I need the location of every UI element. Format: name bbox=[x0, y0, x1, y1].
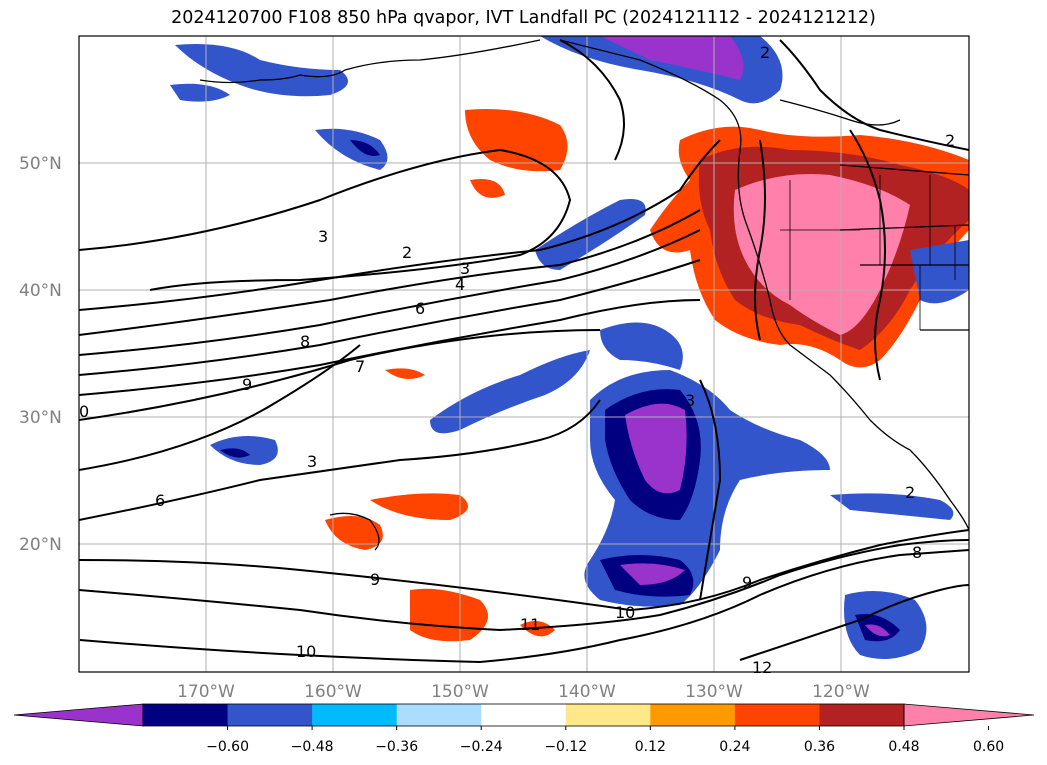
lon-label-150: 150°W bbox=[431, 682, 489, 702]
lon-label-130: 130°W bbox=[685, 682, 743, 702]
contour-label: 9 bbox=[370, 570, 380, 589]
colorbar-extend-over bbox=[903, 703, 1035, 727]
shaded-fields bbox=[170, 36, 969, 659]
lat-label-50: 50°N bbox=[19, 154, 62, 174]
colorbar-tick-label: −0.48 bbox=[291, 739, 334, 755]
contour-label: 0 bbox=[79, 402, 89, 421]
positive-patch-small bbox=[385, 368, 425, 379]
colorbar-tick-label: 0.12 bbox=[635, 739, 666, 755]
colorbar-segment bbox=[734, 704, 820, 726]
ivt-contours bbox=[79, 39, 969, 664]
colorbar: −0.60 −0.48 −0.36 −0.24 −0.12 0.12 0.24 0.36 0.4… bbox=[13, 703, 1035, 755]
state-borders bbox=[780, 175, 956, 330]
lon-label-170: 170°W bbox=[177, 682, 235, 702]
extreme-negative-south bbox=[620, 563, 685, 585]
colorbar-tick-label: 0.36 bbox=[804, 739, 835, 755]
colorbar-segment bbox=[143, 704, 229, 726]
contour-labels: 2 3 3 4 6 8 7 9 0 3 6 9 10 11 10 12 2 8 … bbox=[79, 43, 955, 677]
colorbar-tick-label: −0.60 bbox=[206, 739, 249, 755]
colorbar-tick-label: −0.12 bbox=[544, 739, 587, 755]
extreme-negative-plume bbox=[625, 403, 687, 494]
negative-patch-east bbox=[600, 322, 683, 370]
positive-patch-npac2 bbox=[470, 179, 505, 198]
negative-patch-nw2 bbox=[170, 83, 230, 102]
positive-patch-hawaii2 bbox=[370, 493, 468, 520]
colorbar-tick-label: 0.60 bbox=[973, 739, 1004, 755]
contour-label: 8 bbox=[912, 543, 922, 562]
contour-label: 9 bbox=[242, 375, 252, 394]
contour-label: 7 bbox=[355, 357, 365, 376]
contour-label: 4 bbox=[455, 275, 465, 294]
colorbar-segment bbox=[396, 704, 482, 726]
strong-negative-west bbox=[220, 448, 250, 458]
contour-label: 2 bbox=[945, 131, 955, 150]
extreme-positive-westcoast bbox=[733, 174, 910, 335]
contour-label: 9 bbox=[742, 573, 752, 592]
latitude-labels: 50°N 40°N 30°N 20°N bbox=[19, 154, 62, 555]
contour-label: 3 bbox=[307, 452, 317, 471]
negative-patch-nw bbox=[175, 44, 348, 97]
strong-negative-north bbox=[600, 36, 744, 80]
contour-label: 3 bbox=[318, 227, 328, 246]
colorbar-frame bbox=[142, 703, 905, 727]
contour-label: 2 bbox=[905, 483, 915, 502]
contour-label: 12 bbox=[752, 658, 772, 677]
map-frame bbox=[78, 35, 970, 673]
colorbar-segment bbox=[481, 704, 567, 726]
contour-label: 6 bbox=[415, 299, 425, 318]
colorbar-segment bbox=[227, 704, 313, 726]
gridlines bbox=[79, 36, 969, 672]
negative-patch-inland bbox=[910, 240, 969, 304]
colorbar-tick-label: 0.24 bbox=[719, 739, 750, 755]
lon-label-140: 140°W bbox=[558, 682, 616, 702]
negative-patch-west bbox=[210, 436, 278, 465]
lon-label-160: 160°W bbox=[304, 682, 362, 702]
contour-label: 3 bbox=[685, 391, 695, 410]
colorbar-extend-under bbox=[13, 703, 144, 727]
contour-label: 11 bbox=[520, 615, 540, 634]
extreme-negative-baja bbox=[865, 624, 890, 637]
colorbar-segment bbox=[565, 704, 651, 726]
colorbar-tick-label: −0.36 bbox=[375, 739, 418, 755]
lon-label-120: 120°W bbox=[812, 682, 870, 702]
lat-label-40: 40°N bbox=[19, 281, 62, 301]
colorbar-segment bbox=[819, 704, 905, 726]
contour-label: 6 bbox=[155, 491, 165, 510]
positive-patch-hawaii bbox=[325, 516, 383, 550]
contour-label: 8 bbox=[300, 332, 310, 351]
longitude-labels: 170°W 160°W 150°W 140°W 130°W 120°W bbox=[177, 682, 870, 702]
strong-negative-gulf bbox=[350, 140, 380, 156]
lat-label-30: 30°N bbox=[19, 408, 62, 428]
colorbar-segment bbox=[312, 704, 398, 726]
colorbar-tick-label: −0.24 bbox=[460, 739, 503, 755]
contour-label: 10 bbox=[296, 642, 316, 661]
contour-label: 2 bbox=[760, 43, 770, 62]
colorbar-segment bbox=[650, 704, 736, 726]
contour-label: 10 bbox=[615, 603, 635, 622]
colorbar-tick-label: 0.48 bbox=[888, 739, 919, 755]
positive-patch-npac bbox=[465, 109, 568, 172]
contour-label: 2 bbox=[402, 243, 412, 262]
contour-label: 3 bbox=[460, 259, 470, 278]
negative-band-subtropics bbox=[430, 350, 590, 434]
chart-title: 2024120700 F108 850 hPa qvapor, IVT Land… bbox=[171, 8, 876, 28]
lat-label-20: 20°N bbox=[19, 535, 62, 555]
coastlines bbox=[199, 39, 969, 551]
negative-patch-east-pacific bbox=[830, 493, 954, 520]
